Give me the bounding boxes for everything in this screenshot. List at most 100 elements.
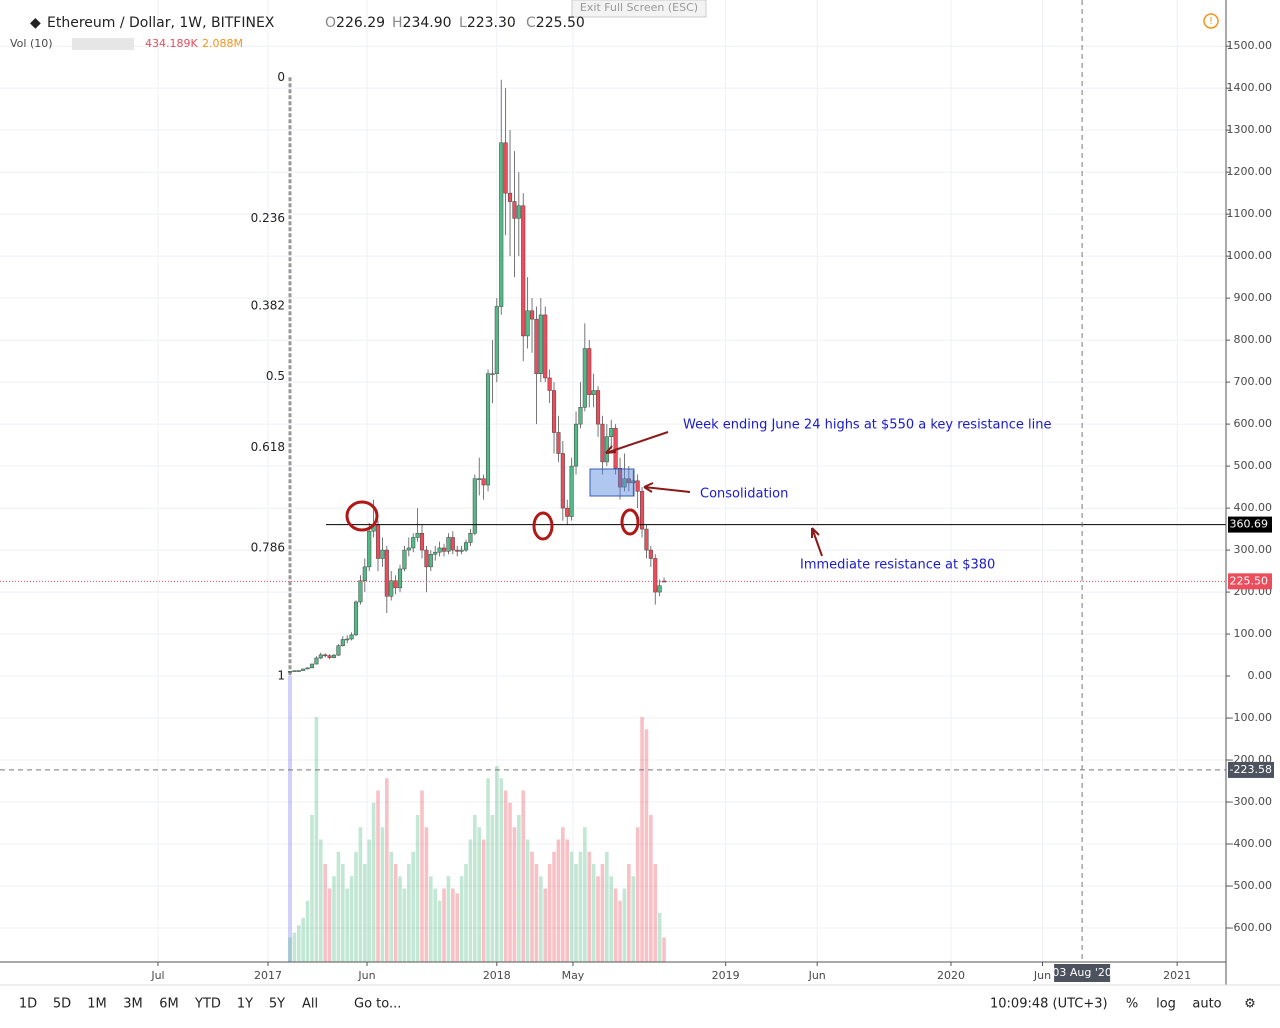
volume-bar [477, 827, 482, 962]
range-button[interactable]: 1Y [237, 997, 253, 1012]
y-tick-label: 1300.00 [1227, 123, 1273, 136]
price-tag [1228, 516, 1272, 533]
toolbar: 1D 5D 1M 3M 6M YTD 1Y 5Y All% log auto [19, 997, 1222, 1012]
volume-bar [389, 851, 394, 962]
y-tick-label: 1400.00 [1227, 81, 1273, 94]
candle-body [424, 549, 429, 568]
candle-body [560, 453, 565, 509]
volume-bar [569, 851, 574, 962]
scale-option[interactable]: log [1156, 997, 1176, 1012]
y-tick-label: 300.00 [1234, 543, 1273, 556]
candle-body [481, 478, 486, 486]
volume-bar [319, 839, 323, 962]
candle-body [657, 585, 662, 593]
goto-button[interactable]: Go to... [354, 997, 401, 1012]
volume-bar [424, 827, 429, 962]
candle-body [639, 491, 645, 530]
volume-bar [547, 864, 552, 962]
volume-bar [539, 876, 543, 962]
volume-value: 434.189K [145, 37, 198, 50]
ohlc-legend: L223.30 [459, 15, 516, 31]
volume-bar [393, 864, 398, 962]
x-tick-label: 2018 [483, 969, 511, 982]
candle-body [362, 566, 367, 581]
candle-body [314, 657, 319, 665]
fib-label: 0 [277, 70, 285, 84]
volume-bar [332, 876, 336, 962]
volume-bar [495, 766, 499, 962]
y-tick-label: 700.00 [1234, 375, 1273, 388]
annotation-text: Week ending June 24 highs at $550 a key … [683, 418, 1052, 433]
volume-bar [631, 876, 636, 962]
volume-bar [288, 937, 292, 962]
arrow [643, 482, 691, 493]
alert-icon[interactable] [1203, 13, 1219, 29]
volume-bar [657, 913, 662, 962]
volume-bar [407, 864, 411, 962]
candle-body [455, 549, 460, 552]
indicator-buttons[interactable] [72, 38, 134, 50]
candle-body [573, 423, 579, 467]
x-tick-label: Jun [357, 969, 375, 982]
ohlc-label: O [325, 15, 336, 31]
chart-title[interactable]: Ethereum / Dollar, 1W, BITFINEX [47, 15, 275, 31]
volume-bar [446, 876, 451, 962]
range-button[interactable]: All [302, 997, 318, 1012]
range-button[interactable]: 1D [19, 997, 37, 1012]
candle-body [617, 467, 623, 488]
volume-bar [618, 900, 622, 962]
candle-body [406, 547, 411, 551]
price-tag-label: 360.69 [1230, 518, 1269, 531]
range-button[interactable]: 6M [159, 997, 179, 1012]
ohlc-value: 223.30 [467, 15, 516, 31]
range-button[interactable]: YTD [194, 997, 221, 1012]
volume-bar [402, 888, 407, 962]
volume-bar [552, 851, 556, 962]
volume-bar [305, 900, 310, 962]
y-tick-label: 1000.00 [1227, 249, 1273, 262]
candle-body [349, 634, 354, 640]
fib-label: 0.786 [251, 540, 285, 554]
alert-icon-mark[interactable]: ! [1209, 16, 1213, 27]
candle-body [301, 668, 306, 671]
settings-icon[interactable]: ⚙ [1244, 997, 1256, 1012]
x-tick-label: Jun [1033, 969, 1051, 982]
candle-body [587, 348, 592, 395]
volume-bar [341, 864, 345, 962]
candle-body [595, 390, 601, 425]
candle-body [485, 373, 491, 486]
volume-bar [398, 876, 402, 962]
volume-bar [622, 888, 627, 962]
scale-option[interactable]: auto [1192, 997, 1221, 1012]
candle-body [437, 547, 442, 553]
candle-body [556, 432, 561, 454]
fib-label: 1 [277, 669, 285, 683]
volume-bar [556, 839, 561, 962]
range-button[interactable]: 5D [53, 997, 71, 1012]
volume-bar [534, 864, 539, 962]
volume-bar [442, 888, 446, 962]
exit-fullscreen-text[interactable]: Exit Full Screen (ESC) [580, 1, 698, 14]
arrow [605, 431, 669, 454]
candle-body [367, 530, 372, 568]
volume-bar [464, 864, 468, 962]
candle-body [521, 205, 526, 337]
volume-bar [376, 790, 380, 962]
candle-body [565, 507, 570, 517]
candle-body [547, 377, 552, 391]
range-button[interactable]: 5Y [269, 997, 285, 1012]
volume-bar [437, 900, 442, 962]
exit-fullscreen-button[interactable] [571, 0, 707, 18]
candle-body [296, 670, 301, 672]
range-button[interactable]: 3M [123, 997, 143, 1012]
arrow [811, 527, 823, 557]
candle-body [323, 654, 328, 657]
scale-option[interactable]: % [1126, 997, 1138, 1012]
y-tick-label: 0.00 [1248, 669, 1273, 682]
range-button[interactable]: 1M [87, 997, 107, 1012]
candle-body [380, 549, 385, 559]
volume-bar [367, 839, 372, 962]
volume-bar [473, 815, 477, 962]
volume-bar [517, 815, 521, 962]
candle-body [516, 205, 521, 219]
